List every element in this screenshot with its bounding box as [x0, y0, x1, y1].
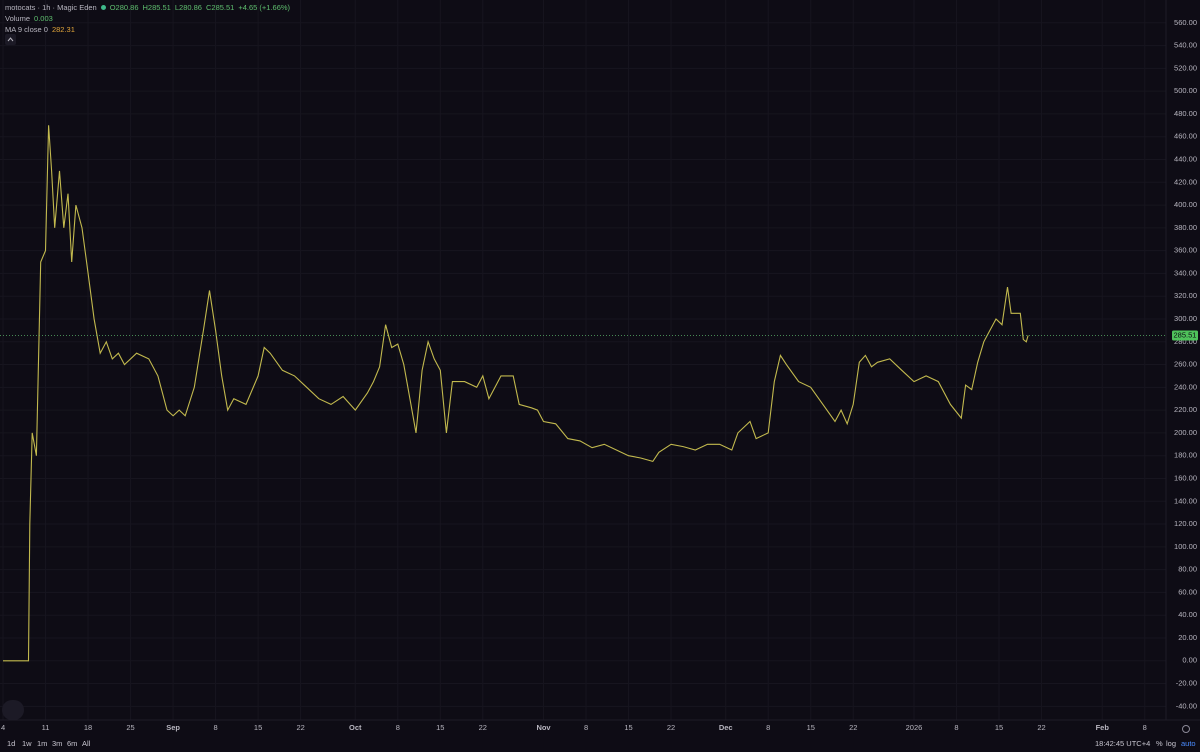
- y-tick-label: 180.00: [1174, 451, 1197, 460]
- y-tick-label: 320.00: [1174, 291, 1197, 300]
- y-tick-label: 240.00: [1174, 382, 1197, 391]
- x-tick-label: Feb: [1096, 723, 1110, 732]
- x-tick-label: 8: [766, 723, 770, 732]
- x-tick-label: 8: [584, 723, 588, 732]
- x-tick-label: 15: [624, 723, 632, 732]
- auto-button[interactable]: auto: [1181, 739, 1196, 748]
- x-tick-label: 8: [214, 723, 218, 732]
- y-tick-label: 300.00: [1174, 314, 1197, 323]
- y-tick-label: 60.00: [1178, 587, 1197, 596]
- y-tick-label: 480.00: [1174, 109, 1197, 118]
- y-tick-label: -20.00: [1176, 679, 1197, 688]
- percent-button[interactable]: %: [1156, 739, 1163, 748]
- log-button[interactable]: log: [1166, 739, 1177, 748]
- y-tick-label: 400.00: [1174, 200, 1197, 209]
- x-tick-label: 8: [396, 723, 400, 732]
- y-tick-label: 200.00: [1174, 428, 1197, 437]
- range-button[interactable]: 6m: [67, 739, 78, 748]
- change: +4.65 (+1.66%): [238, 3, 291, 12]
- y-tick-label: 160.00: [1174, 473, 1197, 482]
- range-button[interactable]: 1m: [37, 739, 48, 748]
- legend-row: MA 9 close 0 282.31: [5, 25, 75, 34]
- y-tick-label: 560.00: [1174, 18, 1197, 27]
- x-tick-label: 22: [479, 723, 487, 732]
- range-button[interactable]: 3m: [52, 739, 63, 748]
- x-tick-label: 18: [84, 723, 92, 732]
- ma-value: 282.31: [51, 25, 75, 34]
- x-tick-label: 8: [954, 723, 958, 732]
- y-tick-label: 520.00: [1174, 63, 1197, 72]
- status-dot: [100, 5, 106, 10]
- settings-icon[interactable]: [1182, 725, 1190, 733]
- y-tick-label: 120.00: [1174, 519, 1197, 528]
- range-button[interactable]: 1d: [7, 739, 16, 748]
- x-tick-label: Oct: [349, 723, 362, 732]
- y-tick-label: 540.00: [1174, 41, 1197, 50]
- y-tick-label: 340.00: [1174, 268, 1197, 277]
- y-tick-label: 100.00: [1174, 542, 1197, 551]
- clock: 18:42:45 UTC+4: [1095, 739, 1151, 748]
- last-price-label: 285.51: [1174, 330, 1197, 339]
- x-tick-label: 15: [254, 723, 262, 732]
- range-button[interactable]: 1w: [22, 739, 32, 748]
- y-tick-label: -40.00: [1176, 701, 1197, 710]
- y-tick-label: 440.00: [1174, 154, 1197, 163]
- legend-row: Volume 0.003: [5, 14, 53, 23]
- x-tick-label: 25: [126, 723, 134, 732]
- y-tick-label: 460.00: [1174, 132, 1197, 141]
- y-tick-label: 360.00: [1174, 246, 1197, 255]
- last-price-tag: [1172, 330, 1198, 341]
- x-tick-label: Sep: [166, 723, 180, 732]
- chevron-icon: [7, 37, 14, 42]
- x-tick-label: 15: [436, 723, 444, 732]
- x-tick-label: Dec: [719, 723, 733, 732]
- y-tick-label: 40.00: [1178, 610, 1197, 619]
- y-tick-label: 380.00: [1174, 223, 1197, 232]
- y-tick-label: 20.00: [1178, 633, 1197, 642]
- volume-label: Volume: [5, 14, 31, 23]
- ohlc: O280.86: [109, 3, 139, 12]
- x-tick-label: 2026: [906, 723, 923, 732]
- x-tick-label: Nov: [536, 723, 551, 732]
- range-button[interactable]: All: [82, 739, 91, 748]
- volume-value: 0.003: [34, 14, 53, 23]
- y-tick-label: 0.00: [1182, 656, 1197, 665]
- x-tick-label: 22: [849, 723, 857, 732]
- y-tick-label: 140.00: [1174, 496, 1197, 505]
- collapse-button[interactable]: [5, 34, 16, 45]
- y-tick-label: 420.00: [1174, 177, 1197, 186]
- ohlc: L280.86: [174, 3, 202, 12]
- ohlc: H285.51: [142, 3, 171, 12]
- y-tick-label: 260.00: [1174, 360, 1197, 369]
- x-tick-label: 22: [667, 723, 675, 732]
- x-tick-label: 22: [1037, 723, 1045, 732]
- x-tick-label: 15: [995, 723, 1003, 732]
- logo: [2, 700, 24, 720]
- y-tick-label: 220.00: [1174, 405, 1197, 414]
- price-line: [3, 125, 1029, 662]
- y-tick-label: 80.00: [1178, 565, 1197, 574]
- legend-row: motocats · 1h · Magic Eden O280.86 H285.…: [5, 3, 290, 12]
- x-tick-label: 22: [296, 723, 304, 732]
- x-tick-label: 15: [807, 723, 815, 732]
- ma-label: MA 9 close 0: [5, 25, 48, 34]
- ohlc: C285.51: [205, 3, 235, 12]
- symbol: motocats · 1h · Magic Eden: [5, 3, 97, 12]
- y-tick-label: 280.00: [1174, 337, 1197, 346]
- x-tick-label: 8: [1143, 723, 1147, 732]
- x-tick-label: 11: [42, 723, 50, 732]
- x-tick-label: 4: [1, 723, 5, 732]
- y-tick-label: 500.00: [1174, 86, 1197, 95]
